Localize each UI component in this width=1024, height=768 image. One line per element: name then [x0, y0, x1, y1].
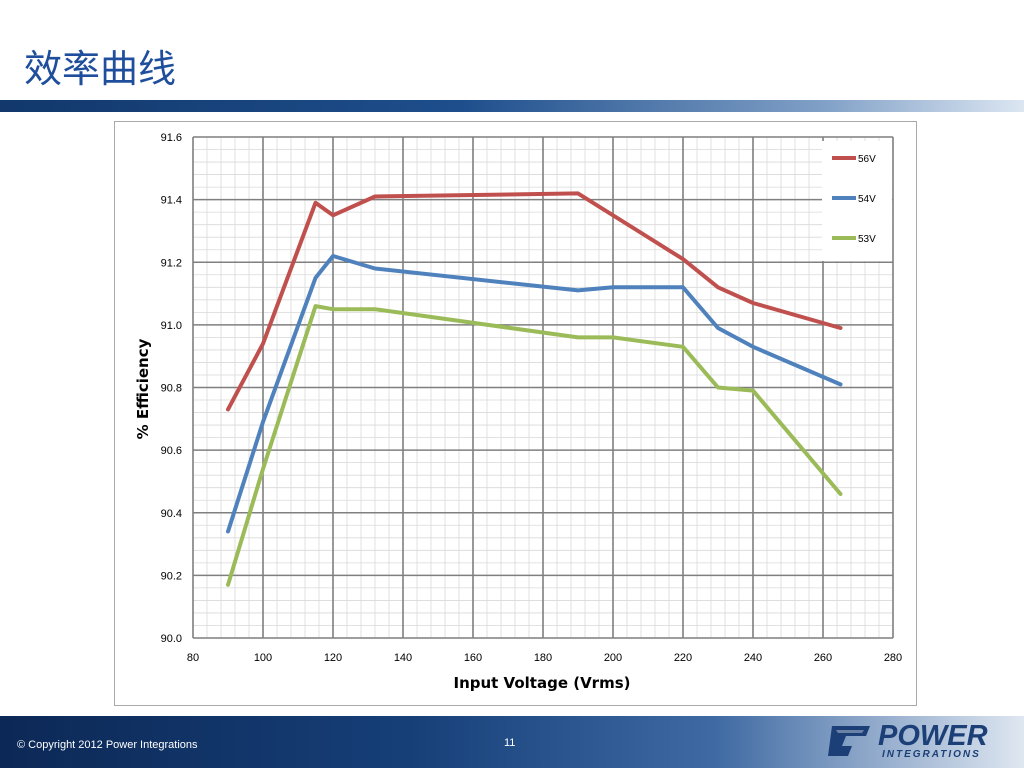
power-integrations-logo: POWER INTEGRATIONS	[826, 720, 1016, 764]
page-number: 11	[504, 737, 516, 749]
x-tick-label: 240	[744, 652, 762, 664]
series-line-56v	[226, 191, 843, 412]
x-tick-label: 260	[814, 652, 832, 664]
x-tick-label: 140	[394, 652, 412, 664]
y-tick-label: 90.6	[161, 445, 182, 457]
logo-word-integrations: INTEGRATIONS	[882, 749, 981, 760]
chart-legend: 56V 54V 53V	[822, 141, 892, 261]
y-axis-label: % Efficiency	[134, 338, 152, 439]
x-tick-label: 80	[187, 652, 199, 664]
x-tick-label: 120	[324, 652, 342, 664]
copyright-text: © Copyright 2012 Power Integrations	[17, 739, 198, 751]
y-tick-label: 91.0	[161, 320, 182, 332]
chart-series	[226, 191, 843, 587]
x-tick-label: 280	[884, 652, 902, 664]
legend-box	[822, 141, 892, 261]
x-tick-label: 100	[254, 652, 272, 664]
legend-label-53v: 53V	[858, 234, 876, 245]
series-line-53v	[226, 304, 843, 587]
x-tick-label: 220	[674, 652, 692, 664]
title-underline-bar	[0, 100, 1024, 112]
chart-grid	[192, 136, 894, 639]
logo-word-power: POWER	[878, 720, 988, 752]
x-tick-label: 200	[604, 652, 622, 664]
y-tick-label: 90.0	[161, 633, 182, 645]
y-tick-label: 91.2	[161, 257, 182, 269]
chart-tick-labels: 80 100 120 140 160 180 200 220 240 260 280 90.0 90.2…	[161, 132, 903, 664]
slide-title: 效率曲线	[24, 47, 177, 91]
x-tick-label: 160	[464, 652, 482, 664]
y-tick-label: 90.8	[161, 383, 182, 395]
legend-label-54v: 54V	[858, 194, 876, 205]
y-tick-label: 91.6	[161, 132, 182, 144]
power-integrations-logo-icon	[828, 726, 870, 756]
y-tick-label: 90.2	[161, 570, 182, 582]
footer-bar	[0, 716, 1024, 768]
y-tick-label: 91.4	[161, 195, 182, 207]
y-tick-label: 90.4	[161, 508, 182, 520]
legend-label-56v: 56V	[858, 154, 876, 165]
series-line-54v	[226, 254, 843, 534]
x-axis-label: Input Voltage (Vrms)	[453, 674, 630, 692]
x-tick-label: 180	[534, 652, 552, 664]
